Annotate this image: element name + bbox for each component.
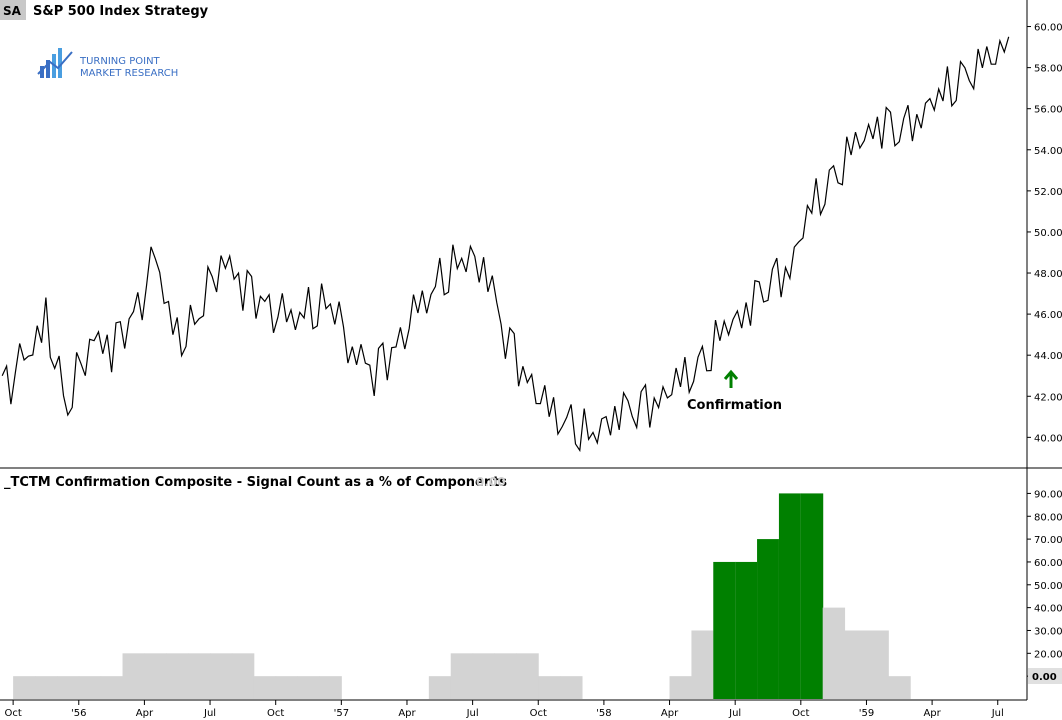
x-tick-label: Jul [728,708,741,719]
x-tick-label: '59 [859,708,874,719]
confirmation-bar [778,493,802,699]
confirmation-annotation: Confirmation [687,369,782,413]
lower-y-tick-label: 20.00 [1034,649,1062,660]
upper-y-tick-label: 58.00 [1034,64,1062,75]
composite-bar [888,676,911,699]
upper-y-tick-label: 44.00 [1034,351,1062,362]
composite-bar [100,676,124,699]
composite-bar [144,653,167,699]
composite-bar [822,607,846,699]
upper-y-tick-label: 50.00 [1034,228,1062,239]
composite-bar [166,653,189,699]
lower-y-axis: 90.00 80.00 70.00 60.00 50.00 40.00 30.00 20.00… [1027,489,1062,683]
composite-bar [319,676,342,699]
composite-bar [253,676,277,699]
composite-bar [56,676,80,699]
composite-bar [210,653,233,699]
strategy-badge-bg [0,0,26,20]
upper-y-tick-label: 46.00 [1034,310,1062,321]
x-axis: Oct '56 Apr Jul Oct '57 Apr Jul Oct '58 Apr Jul Oct '… [4,700,1004,719]
price-series [1,36,1010,453]
composite-bar [691,630,714,699]
upper-y-tick-label: 56.00 [1034,105,1062,116]
lower-y-tick-label: 50.00 [1034,581,1062,592]
upper-y-tick-label: 52.00 [1034,187,1062,198]
composite-bar [669,676,692,699]
up-arrow-icon [723,369,739,388]
upper-y-tick-label: 40.00 [1034,433,1062,444]
lower-y-tick-label: 60.00 [1034,558,1062,569]
composite-bar [231,653,255,699]
confirmation-bar [800,493,824,699]
composite-bar [866,630,889,699]
composite-bar [275,676,299,699]
lower-y-tick-label: 80.00 [1034,512,1062,523]
x-tick-label: Apr [923,708,941,719]
composite-bar [844,630,867,699]
composite-bar [428,676,452,699]
indicator-title: _TCTM Confirmation Composite - Signal Co… [4,475,507,490]
composite-bar [472,653,495,699]
x-tick-label: Jul [466,708,479,719]
lower-y-tick-label: 40.00 [1034,604,1062,615]
confirmation-bar [713,561,736,699]
logo-line-1: TURNING POINT [79,56,161,67]
price-line [1,36,1010,453]
x-tick-label: Apr [661,708,679,719]
confirmation-bar [735,561,758,699]
composite-bar [560,676,583,699]
x-tick-label: Apr [136,708,154,719]
logo-line-2: MARKET RESEARCH [80,68,178,79]
x-tick-label: '57 [334,708,349,719]
composite-bar [35,676,58,699]
x-tick-label: Oct [530,708,547,719]
confirmation-bar [757,539,780,699]
upper-y-tick-label: 42.00 [1034,392,1062,403]
lower-y-tick-label: 30.00 [1034,626,1062,637]
composite-bar [450,653,474,699]
x-tick-label: Oct [267,708,284,719]
upper-y-tick-label: 48.00 [1034,269,1062,280]
upper-y-tick-label: 54.00 [1034,146,1062,157]
composite-bar [297,676,320,699]
confirmation-label: Confirmation [687,398,782,413]
composite-bar [516,653,539,699]
composite-bar [494,653,517,699]
last-value-label: 0.00 [1032,672,1057,683]
lower-y-tick-label: 90.00 [1034,489,1062,500]
x-tick-label: Apr [398,708,416,719]
x-tick-label: '56 [71,708,86,719]
composite-bar [78,676,102,699]
lower-y-tick-label: 70.00 [1034,535,1062,546]
indicator-value: 0.00 [476,475,506,489]
x-tick-label: '58 [596,708,611,719]
chart-title: S&P 500 Index Strategy [33,4,209,19]
upper-y-axis: 60.00 58.00 56.00 54.00 52.00 50.00 48.00 46.00… [1027,23,1062,444]
logo-bars-icon [37,48,73,78]
composite-bar [188,653,211,699]
indicator-bars [13,493,911,699]
upper-y-tick-label: 60.00 [1034,23,1062,34]
composite-bar [13,676,36,699]
x-tick-label: Jul [991,708,1004,719]
x-tick-label: Oct [792,708,809,719]
logo: TURNING POINT MARKET RESEARCH [37,48,178,79]
last-value-box [1028,668,1062,684]
x-tick-label: Oct [4,708,21,719]
composite-bar [122,653,145,699]
strategy-badge: SA [3,4,22,18]
x-tick-label: Jul [203,708,216,719]
composite-bar [538,676,561,699]
